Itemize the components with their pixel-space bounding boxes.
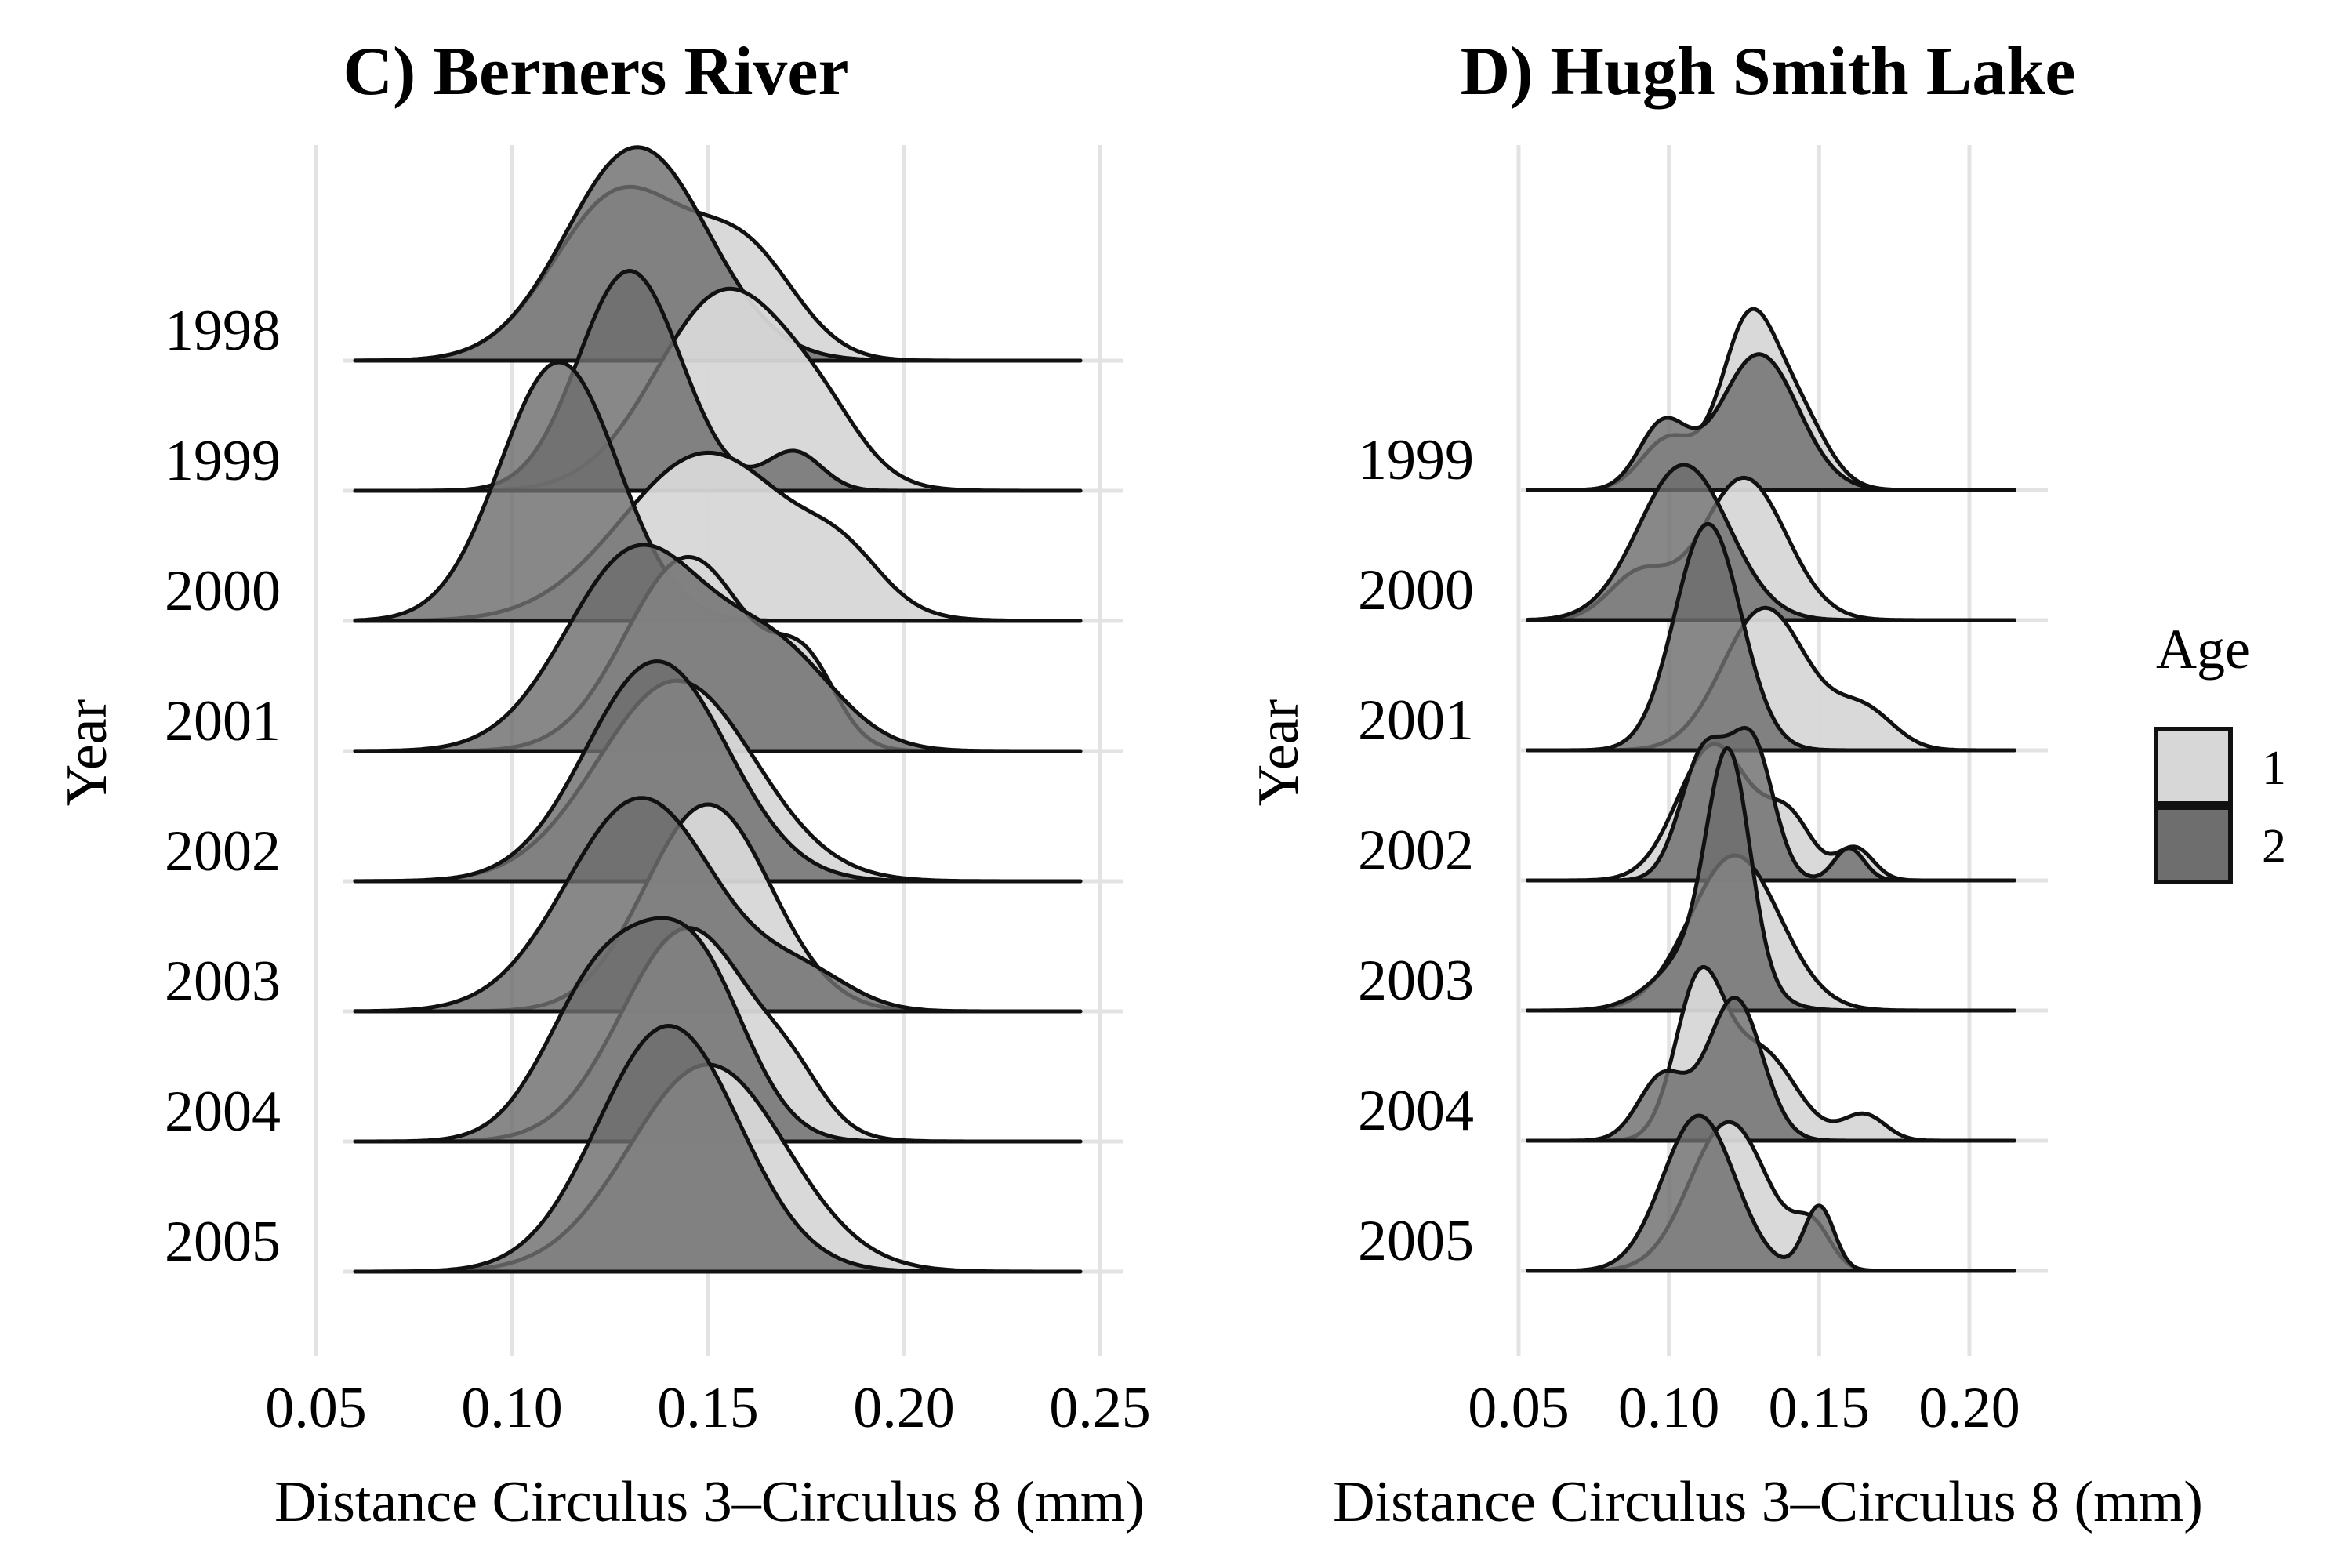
panel-berners-river: C) Berners River Year Distance Circulus … xyxy=(55,34,1151,1534)
year-label: 2002 xyxy=(1358,818,1474,883)
year-label: 2003 xyxy=(1358,949,1474,1013)
year-label: 2005 xyxy=(165,1210,281,1274)
panel-hugh-smith-lake: D) Hugh Smith Lake Year Distance Circulu… xyxy=(1247,34,2203,1534)
ridge-year-1999 xyxy=(1526,307,2016,492)
year-label: 2003 xyxy=(165,949,281,1014)
x-tick-label: 0.15 xyxy=(1769,1376,1871,1440)
year-label: 2002 xyxy=(165,819,281,884)
legend-swatch-age-2 xyxy=(2154,805,2233,884)
x-axis-title-berners: Distance Circulus 3–Circulus 8 (mm) xyxy=(274,1470,1145,1534)
ridges-berners xyxy=(353,145,1083,1274)
year-label: 1999 xyxy=(165,429,281,493)
panel-title-berners: C) Berners River xyxy=(343,34,848,110)
ridge-year-2004 xyxy=(353,916,1083,1144)
ridge-year-2001 xyxy=(1526,521,2016,753)
legend-swatch-age-1 xyxy=(2154,727,2233,806)
ridge-year-2005 xyxy=(1526,1113,2016,1273)
year-label: 2005 xyxy=(1358,1209,1474,1273)
x-tick-label: 0.25 xyxy=(1049,1376,1151,1440)
ridge-year-2004 xyxy=(1526,965,2016,1143)
x-axis-title-hugh-smith: Distance Circulus 3–Circulus 8 (mm) xyxy=(1333,1470,2203,1534)
legend: Age 1 2 xyxy=(2154,618,2286,884)
year-labels-hugh-smith: 1999 2000 2001 2002 2003 2004 2005 xyxy=(1358,428,1474,1273)
ridge-year-2005 xyxy=(353,1024,1083,1274)
year-label: 1999 xyxy=(1358,428,1474,492)
panel-title-hugh-smith: D) Hugh Smith Lake xyxy=(1461,34,2076,110)
ridge-year-2002 xyxy=(1526,725,2016,883)
ridge-year-2003 xyxy=(1526,746,2016,1013)
x-tick-label: 0.05 xyxy=(1468,1376,1570,1440)
x-tick-label: 0.10 xyxy=(461,1376,563,1440)
y-axis-title-hugh-smith: Year xyxy=(1247,699,1311,806)
year-label: 2000 xyxy=(165,559,281,623)
year-label: 1998 xyxy=(165,299,281,363)
legend-title: Age xyxy=(2156,618,2250,681)
x-tick-label: 0.05 xyxy=(265,1376,367,1440)
x-tick-label: 0.15 xyxy=(657,1376,759,1440)
x-tick-label: 0.10 xyxy=(1618,1376,1720,1440)
ridges-hugh-smith xyxy=(1526,307,2016,1273)
year-label: 2001 xyxy=(165,689,281,753)
ridge-year-2003 xyxy=(353,796,1083,1014)
legend-label-age-2: 2 xyxy=(2262,820,2286,873)
year-label: 2004 xyxy=(165,1080,281,1144)
year-label: 2000 xyxy=(1358,558,1474,622)
density-ridge-age-2-1999 xyxy=(1526,352,2016,492)
x-ticks-berners: 0.05 0.10 0.15 0.20 0.25 xyxy=(265,1376,1151,1440)
year-label: 2004 xyxy=(1358,1079,1474,1143)
year-labels-berners: 1998 1999 2000 2001 2002 2003 2004 2005 xyxy=(165,299,281,1274)
x-tick-label: 0.20 xyxy=(853,1376,955,1440)
year-label: 2001 xyxy=(1358,688,1474,753)
ridge-year-1998 xyxy=(353,145,1083,363)
x-ticks-hugh-smith: 0.05 0.10 0.15 0.20 xyxy=(1468,1376,2020,1440)
legend-label-age-1: 1 xyxy=(2262,742,2286,795)
x-tick-label: 0.20 xyxy=(1918,1376,2020,1440)
y-axis-title-berners: Year xyxy=(55,699,119,806)
